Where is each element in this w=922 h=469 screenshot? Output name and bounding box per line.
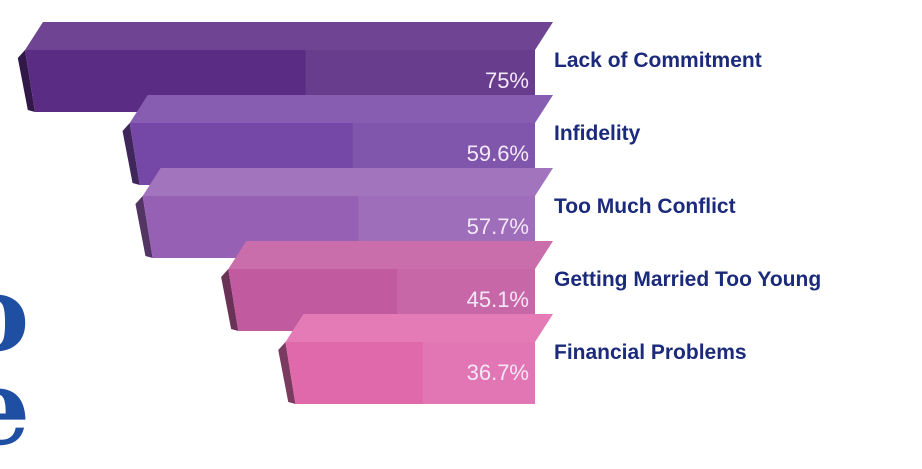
category-label: Financial Problems [554, 341, 747, 364]
bar-top-face [285, 314, 553, 342]
bar-top-face [25, 22, 553, 50]
bar-end-face [221, 269, 239, 331]
bar-end-face [122, 123, 140, 185]
funnel-chart: 75% Lack of Commitment 59.6% Infidelity 57.7… [17, 22, 821, 404]
bar-end-face [278, 342, 296, 404]
bar-top-face [228, 241, 553, 269]
bar-top-face [142, 168, 553, 196]
category-label: Lack of Commitment [554, 49, 762, 72]
value-label: 57.7% [467, 214, 529, 239]
cut-off-heading-letter: o [0, 262, 29, 366]
category-label: Too Much Conflict [554, 195, 736, 218]
bar-end-face [17, 50, 35, 112]
cut-off-heading-letter: e [0, 356, 30, 460]
value-label: 45.1% [467, 287, 529, 312]
category-label: Getting Married Too Young [554, 268, 821, 291]
bar-5: 36.7% [278, 314, 553, 404]
bar-end-face [135, 196, 153, 258]
bar-front-highlight [422, 342, 535, 404]
value-label: 75% [485, 68, 529, 93]
bar-top-face [129, 95, 553, 123]
value-label: 36.7% [467, 360, 529, 385]
category-label: Infidelity [554, 122, 641, 145]
value-label: 59.6% [467, 141, 529, 166]
